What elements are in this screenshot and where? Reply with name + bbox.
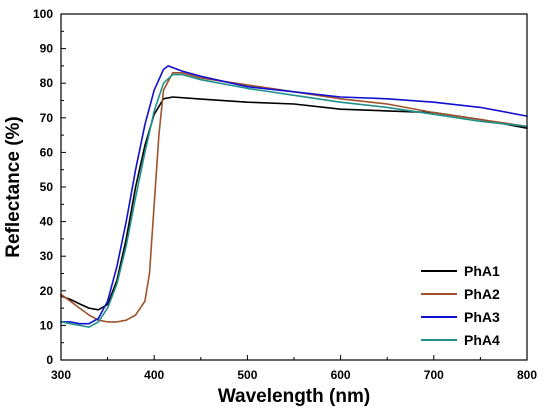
series-line-pha1: [60, 96, 528, 311]
y-tick-label: 90: [40, 42, 54, 56]
legend-label-pha4: PhA4: [464, 332, 500, 348]
x-tick-label: 800: [517, 368, 537, 382]
y-tick-label: 60: [40, 145, 54, 159]
x-tick-label: 500: [237, 368, 257, 382]
y-tick-label: 40: [40, 215, 54, 229]
x-axis-ticks: 300 400 500 600 700 800: [51, 355, 537, 382]
y-tick-label: 30: [40, 249, 54, 263]
y-tick-label: 0: [46, 353, 53, 367]
y-tick-label: 70: [40, 111, 54, 125]
plot-frame: [60, 13, 528, 361]
series-line-pha3: [60, 65, 528, 325]
x-tick-label: 600: [331, 368, 351, 382]
x-tick-label: 400: [144, 368, 164, 382]
legend-label-pha1: PhA1: [464, 263, 500, 279]
legend: PhA1 PhA2 PhA3 PhA4: [421, 263, 500, 348]
y-axis-title: Reflectance (%): [3, 116, 24, 258]
x-tick-label: 700: [424, 368, 444, 382]
legend-label-pha2: PhA2: [464, 286, 500, 302]
y-tick-label: 50: [40, 180, 54, 194]
series-line-pha4: [60, 73, 528, 328]
x-tick-label: 300: [51, 368, 71, 382]
y-tick-label: 10: [40, 318, 54, 332]
y-tick-label: 80: [40, 76, 54, 90]
y-tick-label: 100: [33, 7, 53, 21]
y-tick-label: 20: [40, 284, 54, 298]
series-lines: [60, 65, 528, 328]
x-axis-title: Wavelength (nm): [218, 386, 370, 407]
legend-label-pha3: PhA3: [464, 309, 500, 325]
